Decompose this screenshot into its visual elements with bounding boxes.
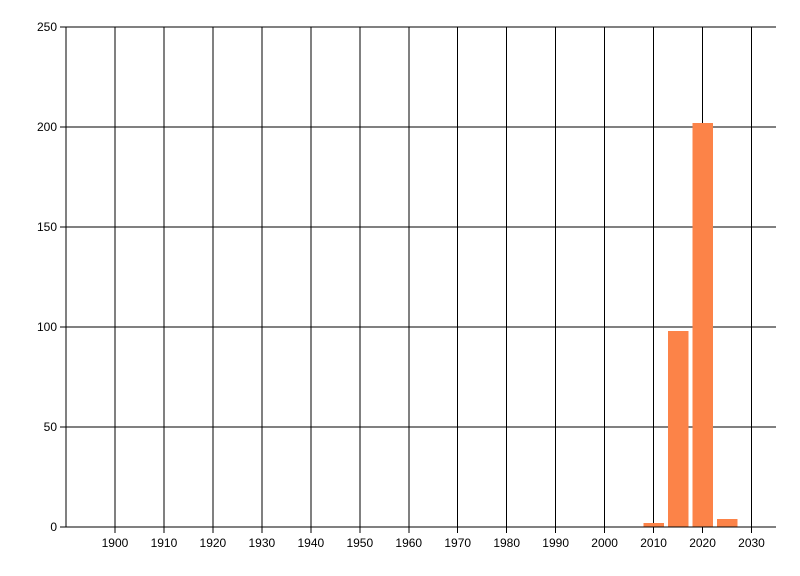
x-tick-label: 2020 bbox=[689, 536, 716, 550]
x-tick-label: 1960 bbox=[395, 536, 422, 550]
x-tick-label: 1990 bbox=[542, 536, 569, 550]
x-tick-label: 1900 bbox=[102, 536, 129, 550]
bar-2025 bbox=[716, 519, 738, 527]
y-tick-label: 250 bbox=[37, 20, 57, 34]
y-tick-label: 150 bbox=[37, 220, 57, 234]
x-tick-label: 2030 bbox=[738, 536, 765, 550]
x-tick-label: 1930 bbox=[249, 536, 276, 550]
bar-2020 bbox=[692, 123, 713, 527]
x-tick-label: 1970 bbox=[444, 536, 471, 550]
x-tick-label: 1980 bbox=[493, 536, 520, 550]
y-tick-label: 100 bbox=[37, 320, 57, 334]
x-tick-label: 2000 bbox=[591, 536, 618, 550]
bar-2015 bbox=[667, 331, 689, 527]
x-tick-label: 1940 bbox=[297, 536, 324, 550]
y-tick-label: 200 bbox=[37, 120, 57, 134]
x-tick-label: 1950 bbox=[346, 536, 373, 550]
bar-2010 bbox=[643, 523, 664, 527]
y-tick-label: 0 bbox=[50, 520, 57, 534]
x-tick-label: 1920 bbox=[200, 536, 227, 550]
x-tick-label: 1910 bbox=[151, 536, 178, 550]
y-tick-label: 50 bbox=[44, 420, 58, 434]
x-tick-label: 2010 bbox=[640, 536, 667, 550]
